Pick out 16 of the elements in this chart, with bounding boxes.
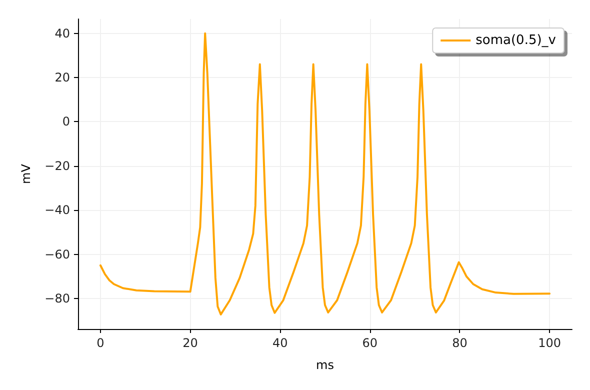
x-axis-title: ms xyxy=(316,358,334,372)
x-tick-label: 100 xyxy=(538,336,561,350)
x-tick-label: 60 xyxy=(362,336,378,350)
y-tick-label: −40 xyxy=(44,203,70,218)
x-tick-label: 0 xyxy=(96,336,104,350)
y-axis-title: mV xyxy=(19,163,33,184)
y-tick-label: 40 xyxy=(54,26,70,40)
x-tick-label: 40 xyxy=(272,336,288,350)
legend-label: soma(0.5)_v xyxy=(476,33,556,48)
y-tick-label: −20 xyxy=(44,158,70,173)
y-tick-label: 0 xyxy=(62,114,70,129)
x-tick-label: 80 xyxy=(452,336,468,350)
y-tick-label: −60 xyxy=(44,247,70,262)
y-tick-label: −80 xyxy=(44,292,70,306)
x-tick-label: 20 xyxy=(182,336,198,350)
y-tick-label: 20 xyxy=(54,70,70,85)
